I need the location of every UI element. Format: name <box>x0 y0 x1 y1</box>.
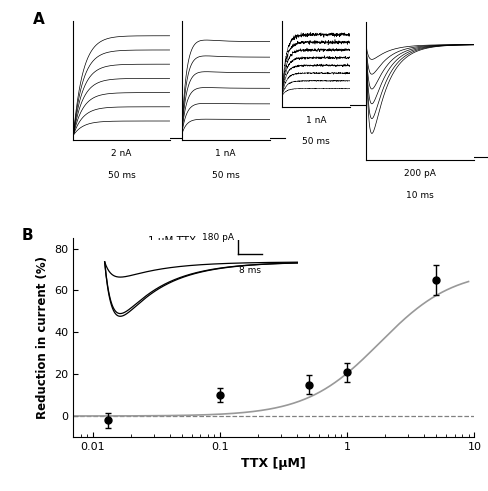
Text: 10 ms: 10 ms <box>406 191 433 200</box>
Text: 50 ms: 50 ms <box>211 171 239 180</box>
Text: ← Control and Recovery: ← Control and Recovery <box>141 283 257 293</box>
X-axis label: TTX [μM]: TTX [μM] <box>241 458 305 470</box>
Text: 1 nA: 1 nA <box>215 149 236 159</box>
Text: 200 pA: 200 pA <box>404 169 435 178</box>
Text: A: A <box>33 12 45 27</box>
Text: 50 ms: 50 ms <box>107 171 135 180</box>
Text: 1 μM TTX: 1 μM TTX <box>147 236 195 259</box>
Text: 50 ms: 50 ms <box>302 137 329 146</box>
Text: 2 nA: 2 nA <box>111 149 131 159</box>
Y-axis label: Reduction in current (%): Reduction in current (%) <box>36 256 49 419</box>
Text: 1 nA: 1 nA <box>305 116 325 125</box>
Text: B: B <box>21 228 33 243</box>
